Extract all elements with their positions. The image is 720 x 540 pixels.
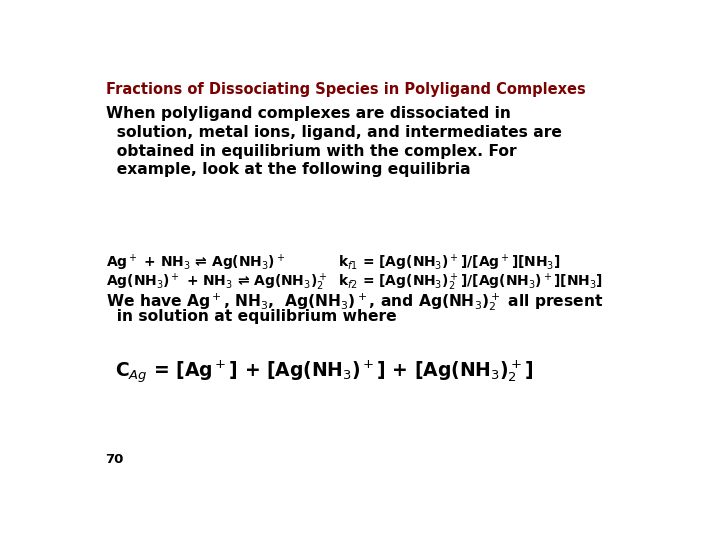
Text: C$_{Ag}$ = [Ag$^+$] + [Ag(NH$_3$)$^+$] + [Ag(NH$_3$)$_2^+$]: C$_{Ag}$ = [Ag$^+$] + [Ag(NH$_3$)$^+$] +…: [115, 358, 534, 384]
Text: Fractions of Dissociating Species in Polyligand Complexes: Fractions of Dissociating Species in Pol…: [106, 82, 585, 97]
Text: 70: 70: [106, 453, 124, 466]
Text: We have Ag$^+$, NH$_3$,  Ag(NH$_3$)$^+$, and Ag(NH$_3$)$_2^+$ all present: We have Ag$^+$, NH$_3$, Ag(NH$_3$)$^+$, …: [106, 291, 603, 313]
Text: Ag$^+$ + NH$_3$ ⇌ Ag(NH$_3$)$^+$: Ag$^+$ + NH$_3$ ⇌ Ag(NH$_3$)$^+$: [106, 253, 285, 273]
Text: When polyligand complexes are dissociated in
  solution, metal ions, ligand, and: When polyligand complexes are dissociate…: [106, 106, 562, 177]
Text: Ag(NH$_3$)$^+$ + NH$_3$ ⇌ Ag(NH$_3$)$_2^+$: Ag(NH$_3$)$^+$ + NH$_3$ ⇌ Ag(NH$_3$)$_2^…: [106, 272, 327, 293]
Text: in solution at equilibrium where: in solution at equilibrium where: [106, 309, 396, 324]
Text: k$_{f1}$ = [Ag(NH$_3$)$^+$]/[Ag$^+$][NH$_3$]: k$_{f1}$ = [Ag(NH$_3$)$^+$]/[Ag$^+$][NH$…: [338, 253, 561, 273]
Text: k$_{f2}$ = [Ag(NH$_3$)$_2^+$]/[Ag(NH$_3$)$^+$][NH$_3$]: k$_{f2}$ = [Ag(NH$_3$)$_2^+$]/[Ag(NH$_3$…: [338, 272, 603, 293]
